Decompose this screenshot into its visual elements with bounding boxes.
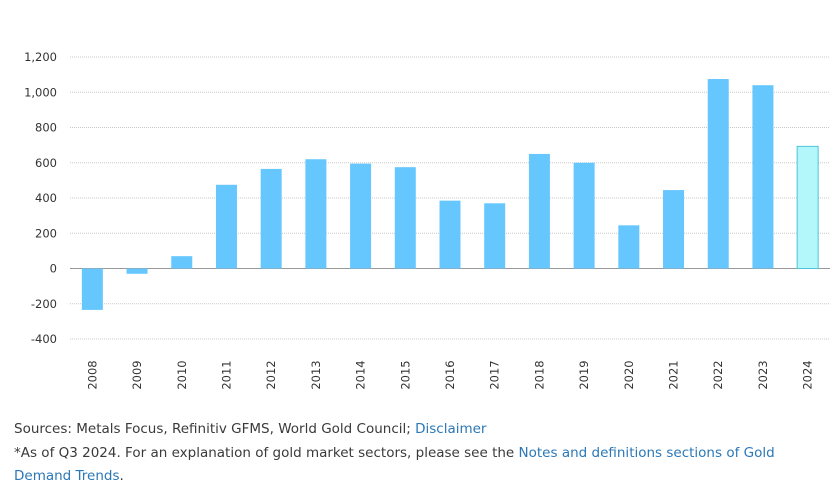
bar-2019[interactable] <box>573 162 595 269</box>
x-tick-label: 2016 <box>443 360 457 389</box>
x-tick-label: 2024 <box>801 360 815 389</box>
sources-line: Sources: Metals Focus, Refinitiv GFMS, W… <box>14 418 824 441</box>
bar-2010[interactable] <box>171 256 193 269</box>
x-tick-label: 2014 <box>354 360 368 389</box>
gridlines <box>70 56 830 340</box>
note-end: . <box>119 468 124 484</box>
bar-2020[interactable] <box>618 225 640 269</box>
bar-2012[interactable] <box>260 168 282 269</box>
y-tick-label: 400 <box>35 191 57 205</box>
x-tick-label: 2021 <box>667 360 681 389</box>
y-tick-label: 800 <box>35 121 57 135</box>
x-tick-label: 2012 <box>264 360 278 389</box>
bar-2016[interactable] <box>439 200 461 269</box>
bar-chart: -400 -200 0 200 400 600 800 1,000 1,200 2008 2009… <box>24 50 830 390</box>
y-tick-label: -200 <box>31 297 57 311</box>
bar-2023[interactable] <box>752 85 774 269</box>
x-tick-label: 2020 <box>622 360 636 389</box>
sources-text: Sources: Metals Focus, Refinitiv GFMS, W… <box>14 421 416 437</box>
bar-2021[interactable] <box>663 190 685 269</box>
bar-2009[interactable] <box>126 268 148 274</box>
y-axis: -400 -200 0 200 400 600 800 1,000 1,200 <box>24 50 57 346</box>
bar-2013[interactable] <box>305 159 327 269</box>
bar-2022[interactable] <box>707 79 729 269</box>
y-tick-label: 1,000 <box>24 85 57 99</box>
note-text: *As of Q3 2024. For an explanation of go… <box>14 445 519 461</box>
disclaimer-link[interactable]: Disclaimer <box>415 421 487 437</box>
x-tick-label: 2010 <box>175 360 189 389</box>
y-tick-label: 1,200 <box>24 50 57 64</box>
x-axis: 2008 2009 2010 2011 2012 2013 2014 2015 2016 2017… <box>85 360 814 389</box>
bar-2024[interactable] <box>796 145 819 269</box>
x-tick-label: 2018 <box>532 360 546 389</box>
y-tick-label: 600 <box>35 156 57 170</box>
x-tick-label: 2023 <box>756 360 770 389</box>
bars <box>81 79 819 310</box>
x-tick-label: 2019 <box>577 360 591 389</box>
bar-2018[interactable] <box>528 153 550 269</box>
bar-2015[interactable] <box>394 167 416 269</box>
bar-2017[interactable] <box>484 203 506 269</box>
x-tick-label: 2013 <box>309 360 323 389</box>
x-tick-label: 2017 <box>488 360 502 389</box>
x-tick-label: 2009 <box>130 360 144 389</box>
y-tick-label: 0 <box>50 262 57 276</box>
x-tick-label: 2022 <box>711 360 725 389</box>
bar-2008[interactable] <box>81 268 103 310</box>
x-tick-label: 2008 <box>85 360 99 389</box>
notes-definitions-link[interactable]: Notes and definitions sections of Gold D… <box>14 445 775 484</box>
y-tick-label: -400 <box>31 332 57 346</box>
x-tick-label: 2015 <box>398 360 412 389</box>
y-tick-label: 200 <box>35 226 57 240</box>
bar-2014[interactable] <box>350 163 372 269</box>
x-tick-label: 2011 <box>219 360 233 389</box>
bar-2011[interactable] <box>215 184 237 269</box>
note-line: *As of Q3 2024. For an explanation of go… <box>14 442 824 488</box>
